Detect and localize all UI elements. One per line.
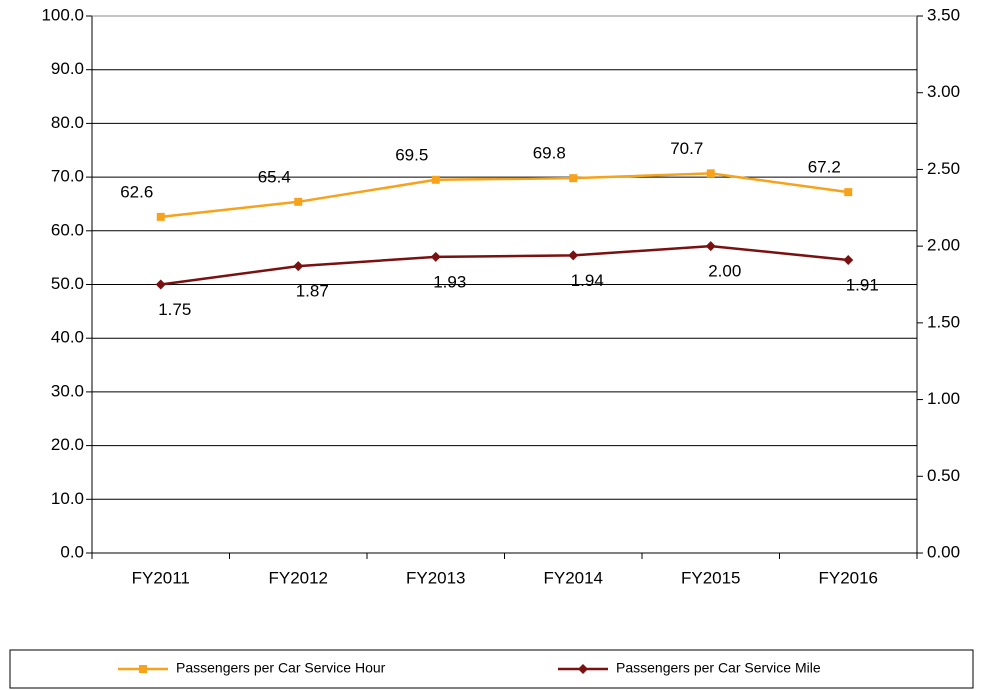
y2-tick-label: 1.50 [927,312,960,331]
data-label: 1.87 [296,282,329,301]
data-label: 1.75 [158,300,191,319]
data-point [293,261,304,272]
y2-tick-label: 2.00 [927,236,960,255]
data-label: 69.8 [533,144,566,163]
x-tick-label: FY2014 [543,568,603,587]
data-label: 69.5 [395,145,428,164]
y-tick-label: 40.0 [51,328,84,347]
data-point [843,254,854,265]
y2-tick-label: 2.50 [927,159,960,178]
x-tick-label: FY2013 [406,568,466,587]
data-label: 70.7 [670,139,703,158]
data-label: 65.4 [258,167,291,186]
x-tick-label: FY2015 [681,568,741,587]
y2-tick-label: 0.50 [927,466,960,485]
y-tick-label: 10.0 [51,489,84,508]
data-label: 1.94 [571,271,604,290]
data-point [706,169,715,178]
series-line [160,172,849,219]
data-label: 67.2 [808,158,841,177]
y-tick-label: 90.0 [51,59,84,78]
data-label: 2.00 [708,262,741,281]
legend-label: Passengers per Car Service Mile [616,660,821,676]
data-label: 62.6 [120,182,153,201]
data-point [156,212,165,221]
data-point [155,279,166,290]
data-point [705,241,716,252]
data-point [569,174,578,183]
data-point [568,250,579,261]
data-point [430,251,441,262]
data-point [431,175,440,184]
y2-tick-label: 0.00 [927,542,960,561]
y2-tick-label: 3.00 [927,82,960,101]
y-tick-label: 50.0 [51,274,84,293]
legend-box [9,649,974,689]
y-tick-label: 0.0 [60,542,84,561]
x-tick-label: FY2012 [268,568,328,587]
data-point [294,197,303,206]
series-line [160,244,849,286]
y-tick-label: 30.0 [51,381,84,400]
y-tick-label: 60.0 [51,220,84,239]
y-tick-label: 100.0 [41,5,84,24]
data-label: 1.91 [846,275,879,294]
x-tick-label: FY2016 [818,568,878,587]
y2-tick-label: 1.00 [927,389,960,408]
data-point [844,188,853,197]
legend-label: Passengers per Car Service Hour [176,660,386,676]
y-tick-label: 70.0 [51,167,84,186]
legend-marker [139,665,147,673]
y-tick-label: 20.0 [51,435,84,454]
data-label: 1.93 [433,272,466,291]
y2-tick-label: 3.50 [927,5,960,24]
y-tick-label: 80.0 [51,113,84,132]
legend-marker [578,664,588,674]
x-tick-label: FY2011 [132,568,190,587]
